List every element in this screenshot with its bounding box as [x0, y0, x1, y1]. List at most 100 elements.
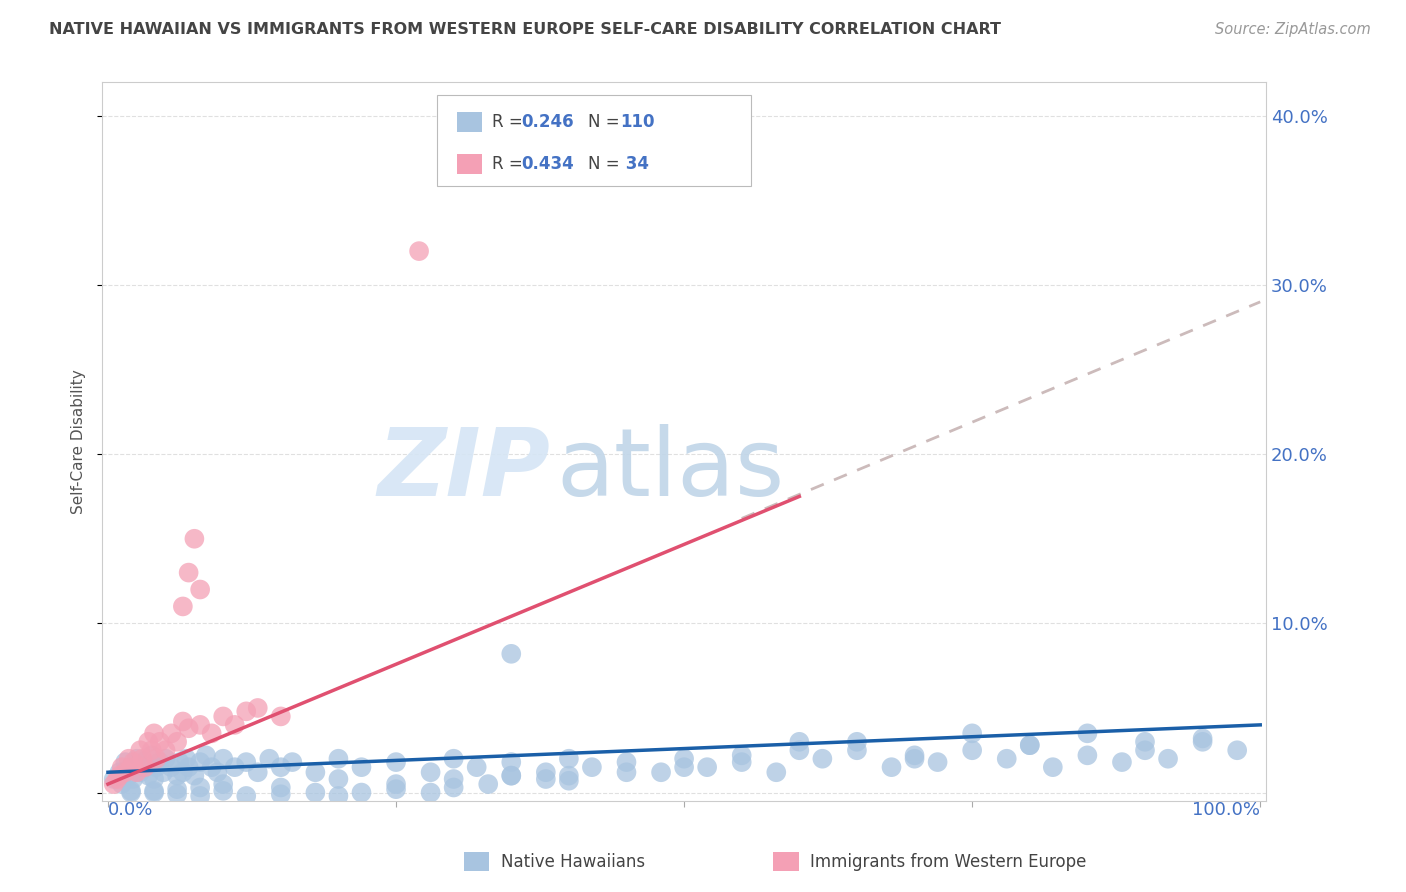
Point	[143, 772, 166, 786]
Point	[259, 752, 281, 766]
Point	[1076, 726, 1098, 740]
Point	[141, 748, 163, 763]
Point	[103, 777, 125, 791]
Point	[136, 735, 159, 749]
Point	[534, 772, 557, 786]
Point	[501, 647, 523, 661]
Point	[270, 760, 292, 774]
Point	[385, 782, 408, 797]
Point	[673, 760, 696, 774]
Point	[111, 760, 134, 774]
Point	[155, 752, 177, 766]
Point	[616, 755, 638, 769]
Point	[177, 721, 200, 735]
Point	[960, 743, 983, 757]
Text: 0.0%: 0.0%	[108, 801, 153, 819]
Point	[350, 786, 373, 800]
Text: N =: N =	[588, 155, 624, 173]
Point	[122, 755, 145, 769]
Point	[558, 769, 581, 783]
Point	[160, 760, 183, 774]
Point	[169, 755, 191, 769]
Point	[501, 769, 523, 783]
Point	[304, 786, 326, 800]
Point	[845, 735, 868, 749]
Point	[328, 752, 350, 766]
Point	[172, 765, 194, 780]
Point	[270, 709, 292, 723]
Point	[188, 789, 211, 803]
Point	[166, 782, 188, 797]
Point	[131, 752, 153, 766]
Text: Native Hawaiians: Native Hawaiians	[501, 853, 645, 871]
Point	[731, 748, 754, 763]
Point	[1111, 755, 1133, 769]
Point	[212, 709, 235, 723]
Point	[172, 599, 194, 614]
Point	[1157, 752, 1180, 766]
Point	[114, 755, 136, 769]
Point	[122, 772, 145, 786]
Text: R =: R =	[492, 113, 529, 131]
Point	[143, 726, 166, 740]
Point	[188, 582, 211, 597]
Point	[328, 772, 350, 786]
Point	[443, 780, 465, 795]
Point	[201, 726, 224, 740]
Point	[145, 752, 167, 766]
Point	[155, 743, 177, 757]
Point	[501, 769, 523, 783]
Point	[224, 718, 246, 732]
Point	[443, 752, 465, 766]
Text: R =: R =	[492, 155, 529, 173]
Point	[811, 752, 834, 766]
Point	[443, 772, 465, 786]
Point	[183, 532, 205, 546]
Point	[212, 777, 235, 791]
Point	[207, 765, 229, 780]
Point	[120, 786, 142, 800]
Point	[246, 765, 269, 780]
Point	[477, 777, 499, 791]
Point	[125, 765, 148, 780]
Point	[789, 743, 811, 757]
Point	[120, 760, 142, 774]
Point	[385, 755, 408, 769]
Point	[108, 765, 131, 780]
Point	[880, 760, 903, 774]
Point	[1226, 743, 1249, 757]
Point	[235, 789, 257, 803]
Text: N =: N =	[588, 113, 624, 131]
Point	[1076, 748, 1098, 763]
Point	[903, 752, 925, 766]
Point	[235, 755, 257, 769]
Point	[166, 787, 188, 801]
Point	[141, 743, 163, 757]
Text: 0.434: 0.434	[522, 155, 575, 173]
Point	[246, 701, 269, 715]
Point	[789, 735, 811, 749]
Point	[408, 244, 430, 259]
Point	[134, 760, 156, 774]
Point	[172, 714, 194, 729]
Point	[304, 765, 326, 780]
Point	[166, 769, 188, 783]
Point	[385, 777, 408, 791]
Text: NATIVE HAWAIIAN VS IMMIGRANTS FROM WESTERN EUROPE SELF-CARE DISABILITY CORRELATI: NATIVE HAWAIIAN VS IMMIGRANTS FROM WESTE…	[49, 22, 1001, 37]
Point	[927, 755, 949, 769]
Point	[129, 765, 152, 780]
Point	[125, 752, 148, 766]
Point	[1133, 743, 1156, 757]
Point	[235, 704, 257, 718]
Point	[419, 765, 441, 780]
Point	[129, 743, 152, 757]
Point	[194, 748, 217, 763]
Point	[845, 743, 868, 757]
Point	[765, 765, 787, 780]
Point	[143, 786, 166, 800]
Point	[650, 765, 672, 780]
Text: 110: 110	[620, 113, 655, 131]
Point	[149, 735, 172, 749]
Point	[143, 784, 166, 798]
Point	[224, 760, 246, 774]
